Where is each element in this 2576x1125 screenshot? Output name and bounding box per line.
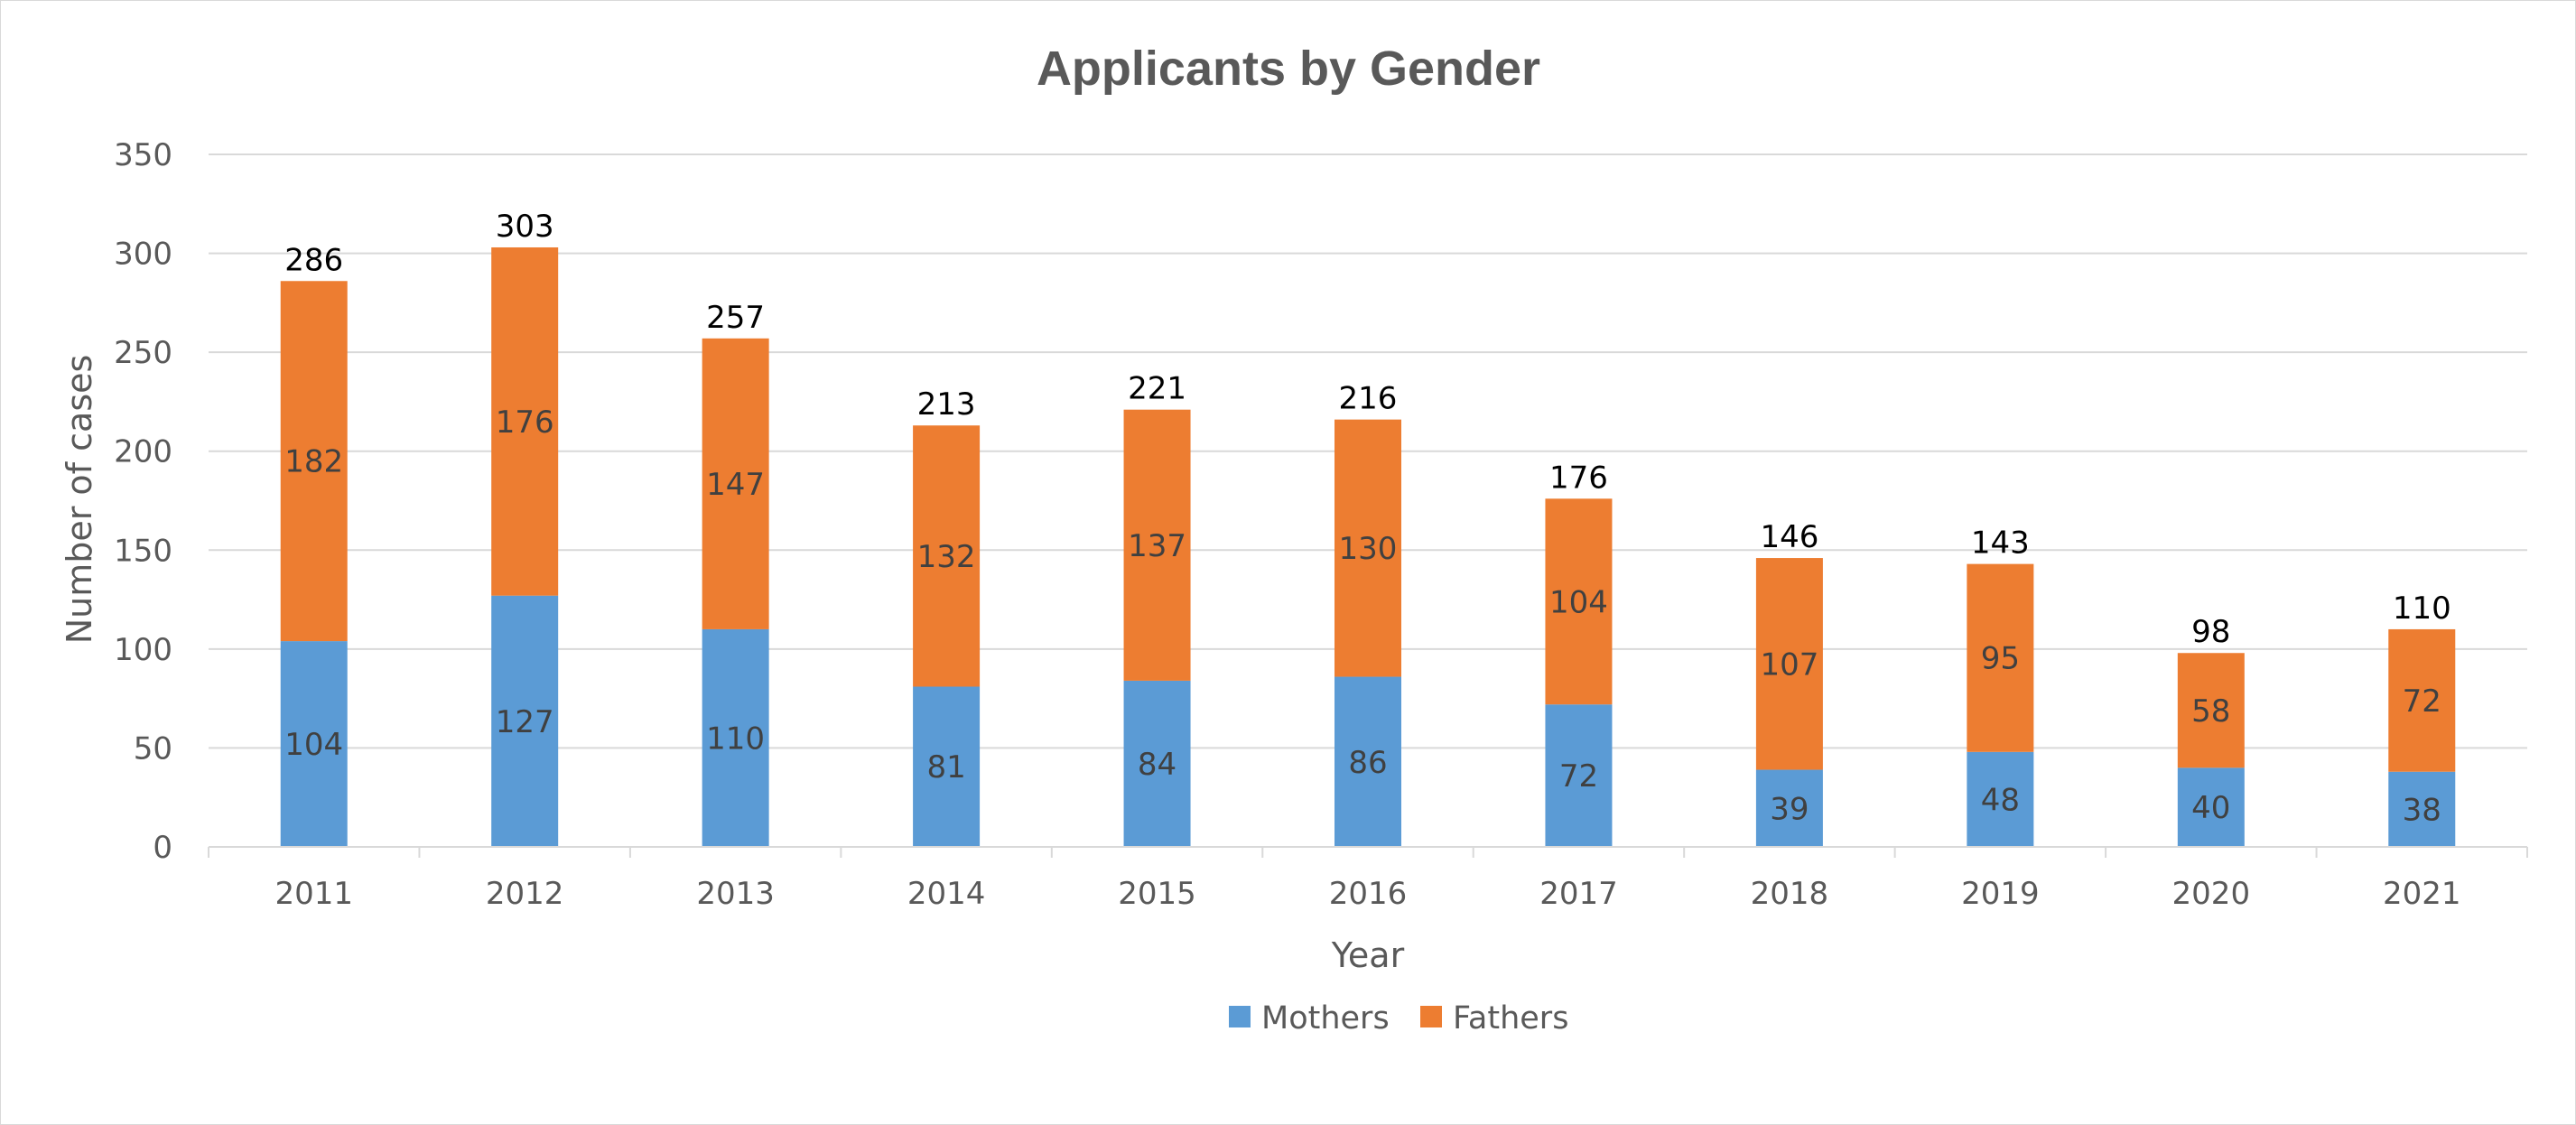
total-label: 98 xyxy=(2191,614,2230,650)
bar-segment-mothers xyxy=(1334,676,1401,847)
x-tick-label: 2017 xyxy=(1539,876,1618,912)
data-label-mothers: 38 xyxy=(2403,792,2441,828)
y-tick-label: 200 xyxy=(114,434,172,470)
data-label-mothers: 86 xyxy=(1348,745,1387,781)
x-tick-label: 2020 xyxy=(2172,876,2251,912)
bar-segment-fathers xyxy=(491,246,559,596)
total-label: 213 xyxy=(917,386,976,423)
total-label: 286 xyxy=(284,242,343,278)
bar-segment-mothers xyxy=(1545,704,1613,847)
total-label: 143 xyxy=(1971,525,2030,562)
bar-segment-fathers xyxy=(702,338,769,629)
x-tick-label: 2019 xyxy=(1961,876,2040,912)
data-label-fathers: 95 xyxy=(1981,641,2020,677)
x-tick-label: 2012 xyxy=(486,876,564,912)
bar-segment-fathers xyxy=(1545,498,1613,705)
bars: 104 182 286 127 176 303 110 147 257 81 132 213 84 137… xyxy=(280,209,2456,847)
data-label-mothers: 81 xyxy=(926,749,965,786)
y-axis-title: Number of cases xyxy=(60,355,99,645)
legend: Mothers Fathers xyxy=(1229,1000,1568,1037)
data-label-mothers: 39 xyxy=(1770,791,1809,827)
total-label: 216 xyxy=(1339,381,1398,417)
bar-segment-fathers xyxy=(2177,653,2245,768)
data-label-fathers: 58 xyxy=(2191,693,2230,730)
bar-segment-fathers xyxy=(280,281,348,642)
data-label-fathers: 130 xyxy=(1339,531,1398,567)
data-label-fathers: 132 xyxy=(917,539,976,575)
total-label: 146 xyxy=(1760,519,1818,555)
legend-swatch-fathers xyxy=(1420,1006,1442,1027)
y-tick-label: 50 xyxy=(134,730,172,767)
total-label: 176 xyxy=(1549,460,1608,496)
bar-segment-mothers xyxy=(491,595,559,847)
data-label-fathers: 137 xyxy=(1128,528,1186,564)
chart-title: Applicants by Gender xyxy=(1037,42,1540,96)
bar-segment-mothers xyxy=(2388,771,2456,847)
total-label: 257 xyxy=(706,300,765,336)
x-tick-label: 2016 xyxy=(1329,876,1408,912)
bar-segment-mothers xyxy=(1967,751,2034,847)
data-label-fathers: 104 xyxy=(1549,584,1608,620)
data-label-mothers: 72 xyxy=(1559,758,1598,795)
y-tick-label: 300 xyxy=(114,237,172,273)
total-label: 303 xyxy=(496,209,554,245)
bar-segment-fathers xyxy=(1334,419,1401,677)
bar-segment-mothers xyxy=(1123,680,1191,847)
bar-segment-fathers xyxy=(2388,628,2456,772)
bar-segment-fathers xyxy=(913,425,981,687)
data-label-fathers: 147 xyxy=(706,467,765,503)
bar-segment-mothers xyxy=(280,641,348,847)
x-tick-label: 2014 xyxy=(907,876,986,912)
bar-segment-fathers xyxy=(1123,409,1191,681)
data-label-mothers: 84 xyxy=(1138,747,1176,783)
legend-label-fathers: Fathers xyxy=(1453,1000,1568,1037)
y-tick-label: 100 xyxy=(114,632,172,668)
x-axis-title: Year xyxy=(1331,935,1405,975)
y-tick-label: 150 xyxy=(114,533,172,569)
y-tick-label: 0 xyxy=(153,830,172,866)
x-tick-label: 2015 xyxy=(1118,876,1196,912)
y-axis-ticks: 0 50 100 150 200 250 300 350 xyxy=(114,137,172,866)
bar-segment-mothers xyxy=(913,686,981,847)
bar-segment-fathers xyxy=(1967,563,2034,752)
data-label-mothers: 40 xyxy=(2191,790,2230,826)
x-tick-label: 2011 xyxy=(274,876,353,912)
data-label-mothers: 127 xyxy=(496,704,554,740)
data-label-fathers: 176 xyxy=(496,404,554,441)
bar-segment-mothers xyxy=(2177,767,2245,847)
y-tick-label: 250 xyxy=(114,335,172,371)
total-label: 221 xyxy=(1128,371,1186,407)
data-label-fathers: 72 xyxy=(2403,683,2441,720)
data-label-mothers: 48 xyxy=(1981,782,2020,818)
x-tick-label: 2021 xyxy=(2383,876,2461,912)
data-label-mothers: 110 xyxy=(706,721,765,757)
x-axis: 2011 2012 2013 2014 2015 2016 2017 2018 2019 2020… xyxy=(208,846,2528,912)
x-tick-label: 2013 xyxy=(696,876,775,912)
legend-label-mothers: Mothers xyxy=(1261,1000,1390,1037)
data-label-mothers: 104 xyxy=(284,727,343,763)
data-label-fathers: 182 xyxy=(284,444,343,480)
total-label: 110 xyxy=(2393,590,2451,627)
data-label-fathers: 107 xyxy=(1760,646,1818,683)
bar-segment-mothers xyxy=(1755,769,1823,847)
legend-swatch-mothers xyxy=(1229,1006,1251,1027)
y-tick-label: 350 xyxy=(114,137,172,173)
bar-segment-mothers xyxy=(702,628,769,847)
x-tick-label: 2018 xyxy=(1751,876,1829,912)
bar-segment-fathers xyxy=(1755,558,1823,770)
